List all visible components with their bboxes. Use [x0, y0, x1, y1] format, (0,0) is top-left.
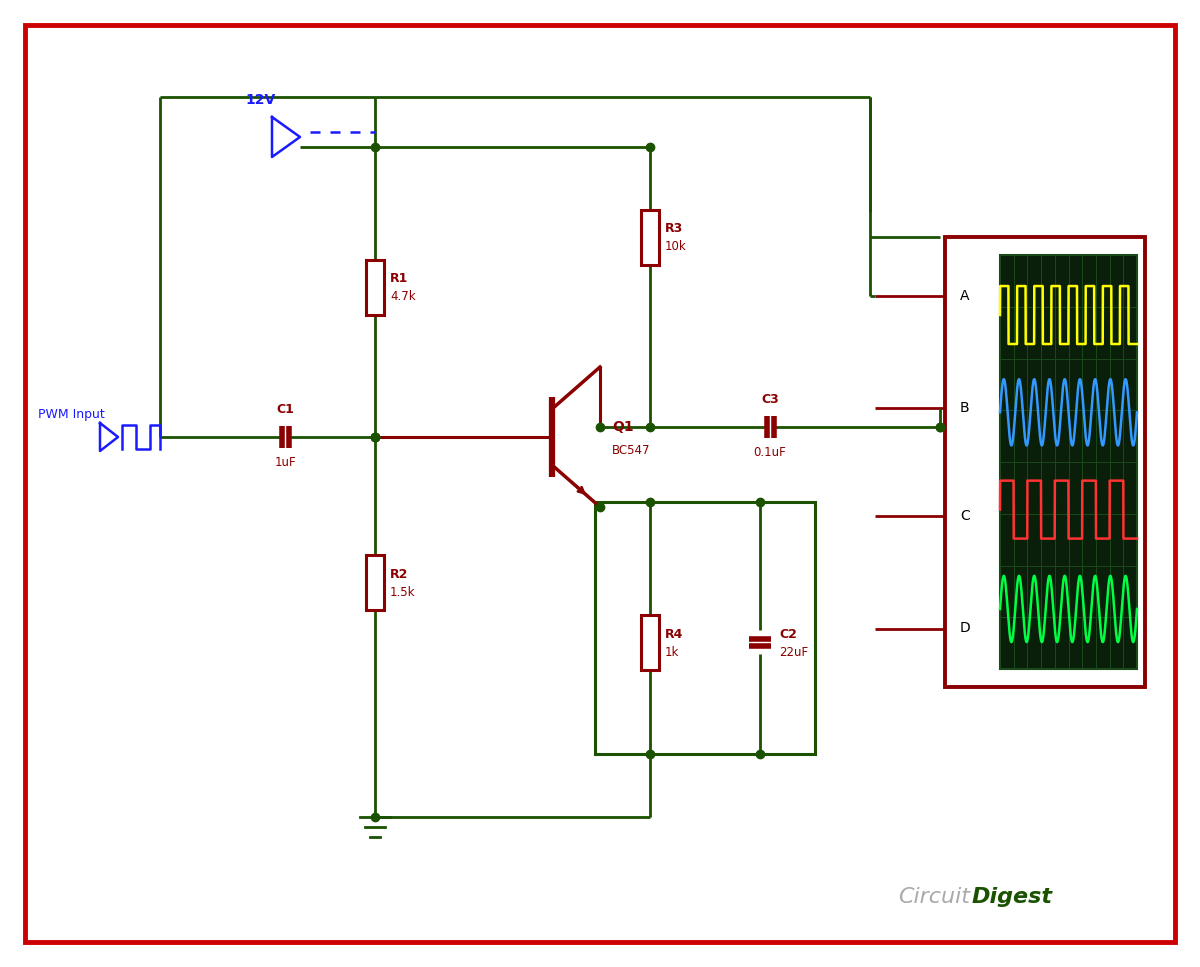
- Bar: [641, 614, 659, 669]
- Text: BC547: BC547: [612, 445, 650, 457]
- Bar: [946, 237, 1145, 687]
- Text: 1k: 1k: [665, 646, 679, 659]
- Text: C3: C3: [761, 393, 779, 406]
- Bar: [641, 210, 659, 265]
- Text: 12V: 12V: [245, 93, 275, 107]
- Text: C2: C2: [779, 628, 797, 640]
- Text: Digest: Digest: [972, 887, 1054, 907]
- Text: PWM Input: PWM Input: [38, 408, 104, 421]
- Text: 1uF: 1uF: [274, 456, 296, 469]
- Text: A: A: [960, 288, 970, 303]
- Bar: [366, 554, 384, 609]
- Text: D: D: [960, 622, 971, 635]
- Text: 0.1uF: 0.1uF: [754, 446, 786, 459]
- Text: 22uF: 22uF: [779, 646, 808, 659]
- Text: R2: R2: [390, 568, 408, 580]
- Text: R4: R4: [665, 628, 683, 640]
- Bar: [366, 259, 384, 314]
- Bar: [595, 502, 815, 754]
- Text: R1: R1: [390, 273, 408, 285]
- Bar: [1000, 255, 1138, 669]
- Text: Circuit: Circuit: [898, 887, 970, 907]
- Text: C1: C1: [276, 403, 294, 416]
- Text: 4.7k: 4.7k: [390, 290, 415, 304]
- Text: 1.5k: 1.5k: [390, 585, 415, 599]
- Text: B: B: [960, 401, 970, 415]
- Text: Q1: Q1: [612, 420, 634, 434]
- Text: C: C: [960, 509, 970, 523]
- Text: R3: R3: [665, 222, 683, 236]
- Text: 10k: 10k: [665, 241, 686, 253]
